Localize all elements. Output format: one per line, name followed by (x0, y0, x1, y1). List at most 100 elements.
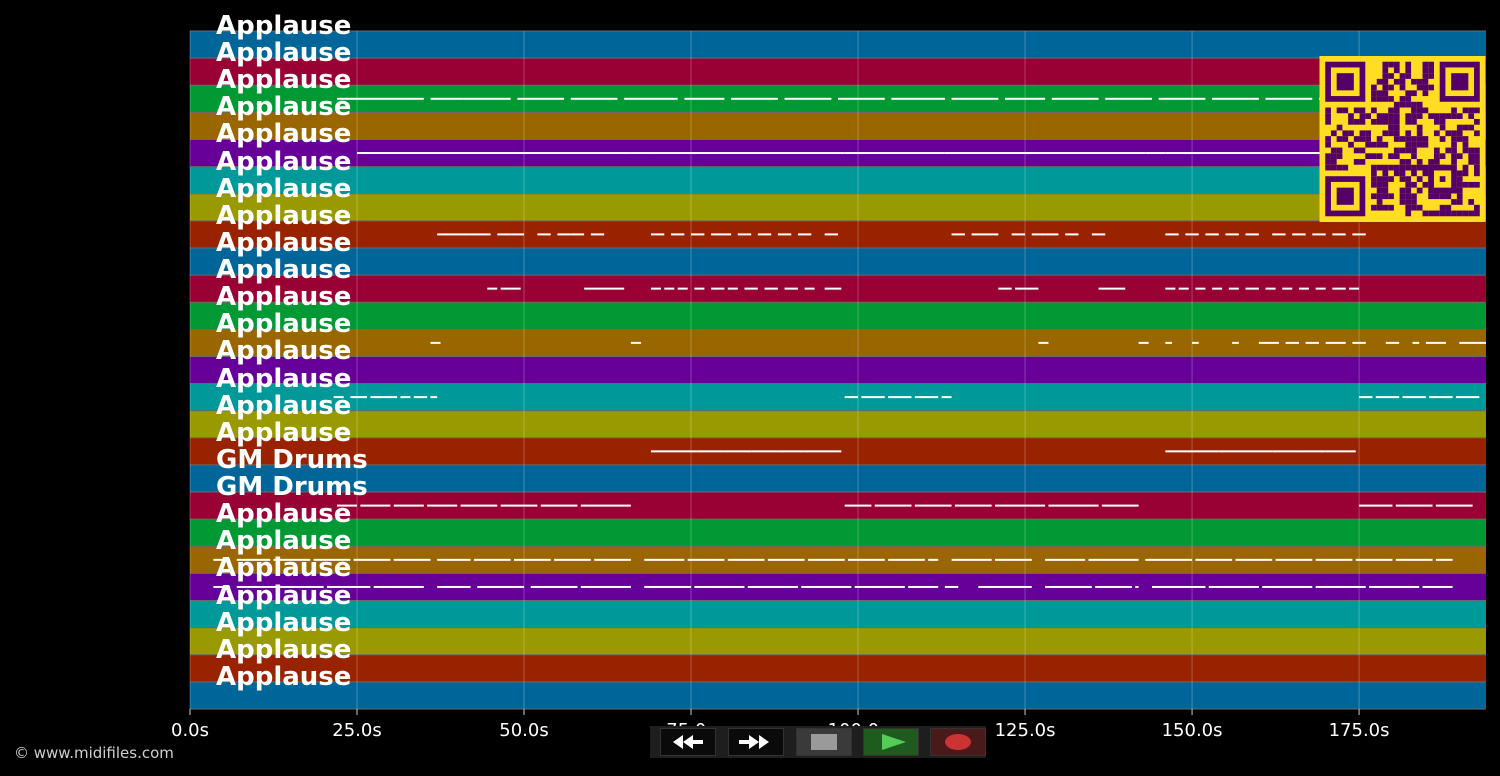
note (1045, 558, 1086, 561)
note (487, 287, 498, 290)
record-button[interactable] (930, 728, 986, 756)
note (711, 233, 732, 236)
note (1218, 450, 1246, 453)
note (430, 396, 438, 399)
track-label: GM Drums (216, 472, 368, 503)
tick-label: 125.0s (994, 720, 1056, 741)
note (1105, 97, 1152, 100)
note (664, 287, 675, 290)
note (510, 233, 525, 236)
note (650, 152, 845, 155)
track-lane-11[interactable] (190, 302, 1486, 330)
note (691, 233, 705, 236)
note (944, 152, 1146, 155)
note (437, 585, 471, 588)
note (807, 558, 845, 561)
note (313, 558, 351, 561)
note (590, 233, 605, 236)
note (1192, 341, 1199, 344)
note (971, 233, 985, 236)
note (624, 97, 678, 100)
note (1135, 585, 1139, 588)
note (580, 504, 631, 507)
note (373, 585, 424, 588)
note (213, 558, 231, 561)
note (1315, 558, 1353, 561)
track-lane-19[interactable] (190, 519, 1486, 547)
note (1165, 287, 1176, 290)
qr-code-icon (1319, 56, 1486, 222)
note (1232, 341, 1239, 344)
note (213, 585, 231, 588)
note (914, 504, 952, 507)
rewind-button[interactable] (660, 728, 716, 756)
note (1272, 233, 1286, 236)
track-label: GM Drums (216, 444, 368, 475)
note (336, 97, 424, 100)
stop-button[interactable] (796, 728, 852, 756)
note (1385, 341, 1400, 344)
note (1101, 504, 1139, 507)
track-label: Applause (216, 282, 352, 313)
note (824, 233, 838, 236)
note (1178, 287, 1189, 290)
note (650, 450, 671, 453)
track-label: Applause (216, 119, 352, 150)
note (1011, 233, 1026, 236)
note (737, 233, 752, 236)
track-lane-7[interactable] (190, 193, 1486, 221)
track-label: Applause (216, 417, 352, 448)
note (1005, 97, 1046, 100)
track-label: Applause (216, 38, 352, 69)
note (1282, 287, 1293, 290)
note (1435, 558, 1453, 561)
note (594, 558, 631, 561)
note (236, 558, 271, 561)
note (984, 233, 999, 236)
track-lane-1[interactable] (190, 31, 1486, 59)
note (400, 396, 411, 399)
note (994, 504, 1046, 507)
track-lane-2[interactable] (190, 58, 1486, 86)
track-lane-25[interactable] (190, 681, 1486, 709)
note (874, 504, 912, 507)
note (273, 558, 311, 561)
note (1145, 558, 1193, 561)
note (430, 341, 441, 344)
fast-forward-button[interactable] (728, 728, 784, 756)
note (1098, 287, 1126, 290)
track-lane-6[interactable] (190, 166, 1486, 194)
track-label: Applause (216, 580, 352, 611)
note (1245, 233, 1259, 236)
note (1165, 450, 1193, 453)
note (687, 558, 725, 561)
track-lane-22[interactable] (190, 600, 1486, 628)
note (888, 558, 925, 561)
note (1262, 585, 1313, 588)
note (1402, 396, 1426, 399)
note (1038, 341, 1049, 344)
note (326, 585, 371, 588)
track-lane-15[interactable] (190, 410, 1486, 438)
note (844, 504, 872, 507)
note (1195, 558, 1233, 561)
note (1208, 585, 1259, 588)
play-icon (882, 734, 906, 750)
track-lane-13[interactable] (190, 356, 1486, 384)
play-button[interactable] (863, 728, 919, 756)
note (727, 287, 738, 290)
note (336, 504, 358, 507)
note (1138, 341, 1149, 344)
track-lane-17[interactable] (190, 464, 1486, 493)
track-lane-9[interactable] (190, 247, 1486, 276)
note (998, 287, 1012, 290)
track-lane-4[interactable] (190, 112, 1486, 140)
track-lane-24[interactable] (190, 654, 1486, 682)
rewind-icon (673, 735, 703, 749)
track-lane-23[interactable] (190, 627, 1486, 655)
note (630, 341, 641, 344)
note (824, 287, 842, 290)
note (764, 287, 778, 290)
track-label: Applause (216, 336, 352, 367)
